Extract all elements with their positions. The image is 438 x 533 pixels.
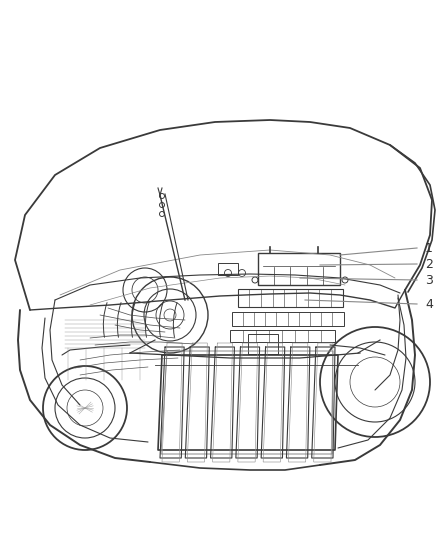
Text: 4: 4 — [425, 297, 433, 311]
Text: 1: 1 — [425, 241, 433, 254]
Text: 2: 2 — [425, 257, 433, 271]
Bar — [218, 263, 238, 275]
Bar — [238, 289, 343, 307]
Bar — [258, 253, 340, 285]
Bar — [230, 330, 335, 342]
Text: 3: 3 — [425, 273, 433, 287]
Bar — [248, 334, 278, 354]
Bar — [232, 312, 344, 326]
